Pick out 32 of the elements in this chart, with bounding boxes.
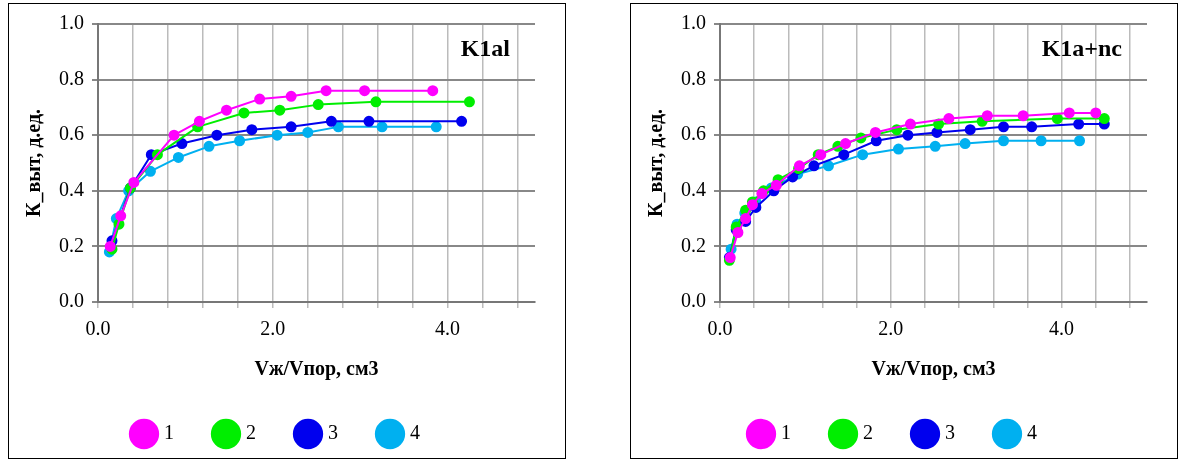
y-tick-label: 0.4 [681,178,706,201]
y-tick-label: 0.8 [681,66,706,89]
x-tick-label: 4.0 [435,317,461,340]
x-axis-title: Vж/Vпор, см3 [871,357,996,381]
x-tick-label: 2.0 [260,317,286,340]
y-tick-label: 0.6 [59,122,84,145]
legend-label: 3 [945,421,955,444]
y-tick-label: 0.0 [681,289,706,312]
y-tick-label: 0.6 [681,122,706,145]
legend-label: 4 [1027,421,1037,444]
x-tick-label: 4.0 [1049,317,1075,340]
y-tick-label: 0.0 [59,289,84,312]
y-axis-title: К_выт, д.ед. [644,108,667,218]
x-axis-title: Vж/Vпор, см3 [254,357,379,381]
y-tick-label: 0.8 [59,66,84,89]
legend-label: 2 [863,421,873,444]
legend-label: 4 [410,421,420,444]
legend-label: 1 [781,421,791,444]
annotation: K1a+nc [1041,35,1123,62]
y-tick-label: 0.2 [681,233,706,256]
y-tick-label: 1.0 [681,11,706,34]
y-tick-label: 0.4 [59,178,84,201]
x-tick-label: 2.0 [878,317,904,340]
legend-label: 3 [328,421,338,444]
y-tick-label: 0.2 [59,233,84,256]
annotation: K1al [460,35,511,62]
legend-label: 2 [246,421,256,444]
x-tick-label: 0.0 [85,317,111,340]
y-axis-title: К_выт, д.ед. [22,108,45,218]
x-tick-label: 0.0 [707,317,733,340]
legend-label: 1 [164,421,174,444]
y-tick-label: 1.0 [59,11,84,34]
